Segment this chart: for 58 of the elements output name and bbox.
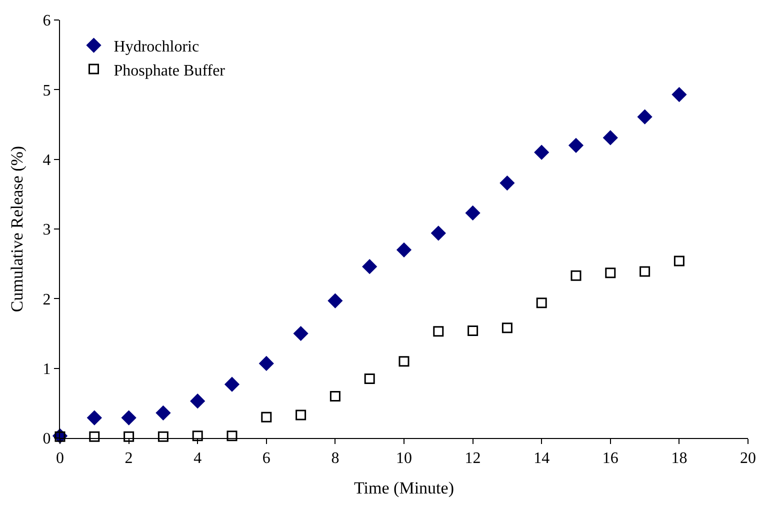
x-tick-label: 4 xyxy=(194,450,202,468)
point xyxy=(328,294,342,308)
point xyxy=(431,226,446,240)
legend-label: Hydrochloric xyxy=(114,38,200,56)
y-tick-label: 4 xyxy=(42,152,51,169)
point xyxy=(640,266,650,277)
legend-label: Phosphate Buffer xyxy=(114,62,226,80)
point xyxy=(396,242,412,258)
point xyxy=(603,130,618,145)
x-tick-label: 12 xyxy=(464,450,481,468)
y-tick-label: 3 xyxy=(42,222,51,239)
point xyxy=(536,298,547,308)
point xyxy=(226,430,238,442)
point xyxy=(568,138,584,153)
y-tick-label: 6 xyxy=(42,12,51,30)
point xyxy=(500,176,514,190)
point xyxy=(362,259,377,274)
x-tick-label: 6 xyxy=(262,450,270,468)
point xyxy=(466,206,480,220)
point xyxy=(398,356,410,367)
point xyxy=(638,110,652,124)
x-tick-label: 18 xyxy=(671,450,688,468)
x-tick-label: 10 xyxy=(396,450,412,468)
y-tick-label: 2 xyxy=(42,291,51,308)
point xyxy=(158,431,168,442)
point xyxy=(468,325,478,336)
y-tick-label: 1 xyxy=(42,360,51,378)
x-axis-title: Time (Minute) xyxy=(354,478,454,498)
x-tick-label: 14 xyxy=(534,450,550,468)
y-tick-label: 5 xyxy=(42,82,51,100)
point xyxy=(570,270,582,281)
point xyxy=(605,268,616,278)
point xyxy=(261,412,272,422)
point xyxy=(674,256,684,266)
point xyxy=(190,394,205,408)
point xyxy=(433,326,444,337)
point xyxy=(296,410,306,420)
x-tick-label: 8 xyxy=(331,450,340,468)
point xyxy=(672,87,686,102)
point xyxy=(502,322,512,334)
point xyxy=(224,377,240,392)
point xyxy=(87,410,102,426)
y-axis-title: Cumulative Release (%) xyxy=(7,146,26,312)
point xyxy=(294,326,308,341)
point xyxy=(192,430,203,442)
point xyxy=(330,390,340,402)
point xyxy=(89,431,100,442)
point xyxy=(364,374,375,384)
point xyxy=(534,145,549,160)
y-tick-label: 0 xyxy=(42,430,51,448)
point xyxy=(259,356,274,371)
point xyxy=(156,406,170,420)
x-tick-label: 2 xyxy=(124,450,133,468)
x-tick-label: 16 xyxy=(602,450,618,468)
x-tick-label: 20 xyxy=(740,450,756,468)
point xyxy=(122,410,136,426)
x-tick-label: 0 xyxy=(56,450,64,468)
point xyxy=(124,431,134,442)
